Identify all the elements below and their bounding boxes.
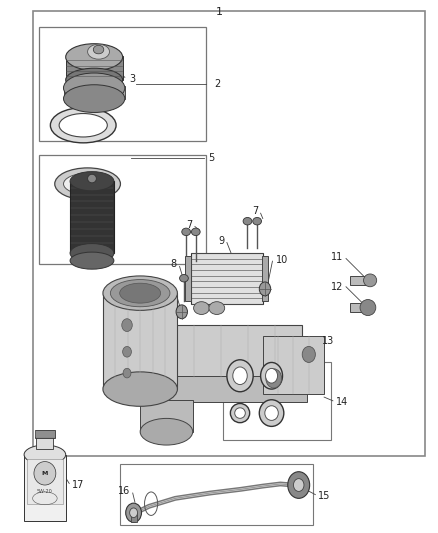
Text: 7: 7 xyxy=(252,206,258,216)
Ellipse shape xyxy=(253,217,261,225)
Ellipse shape xyxy=(64,173,112,195)
Text: 6: 6 xyxy=(107,202,113,212)
Text: 15: 15 xyxy=(318,491,330,500)
Ellipse shape xyxy=(130,508,138,518)
Bar xyxy=(27,459,63,504)
Ellipse shape xyxy=(66,68,123,92)
Ellipse shape xyxy=(233,367,247,385)
Ellipse shape xyxy=(93,45,104,54)
Text: 17: 17 xyxy=(72,480,84,490)
Ellipse shape xyxy=(259,282,271,296)
Ellipse shape xyxy=(191,228,200,236)
Ellipse shape xyxy=(110,280,170,307)
Bar xyxy=(131,513,137,522)
Ellipse shape xyxy=(176,305,187,319)
Ellipse shape xyxy=(266,369,282,388)
Ellipse shape xyxy=(360,300,376,316)
Ellipse shape xyxy=(70,244,114,263)
Ellipse shape xyxy=(259,400,284,426)
Bar xyxy=(33,11,425,456)
Ellipse shape xyxy=(55,168,120,200)
Bar xyxy=(39,155,206,264)
Ellipse shape xyxy=(243,217,252,225)
Text: 13: 13 xyxy=(322,336,335,346)
Ellipse shape xyxy=(120,283,161,303)
Text: 2: 2 xyxy=(215,79,221,88)
Ellipse shape xyxy=(227,360,253,392)
Ellipse shape xyxy=(235,408,245,418)
Ellipse shape xyxy=(140,418,193,445)
Text: 11: 11 xyxy=(331,252,343,262)
Ellipse shape xyxy=(122,319,132,332)
Text: 9: 9 xyxy=(218,236,224,246)
Ellipse shape xyxy=(230,403,250,423)
Ellipse shape xyxy=(103,276,177,310)
Ellipse shape xyxy=(126,503,141,522)
Ellipse shape xyxy=(265,368,278,383)
Ellipse shape xyxy=(265,406,278,421)
Ellipse shape xyxy=(59,114,107,137)
Bar xyxy=(185,256,191,301)
Bar xyxy=(103,293,177,389)
Bar xyxy=(350,276,366,285)
Ellipse shape xyxy=(261,362,283,389)
Ellipse shape xyxy=(288,472,310,498)
Text: M: M xyxy=(42,471,48,476)
Ellipse shape xyxy=(70,172,114,191)
Bar xyxy=(263,336,324,394)
Ellipse shape xyxy=(64,73,125,103)
Bar xyxy=(70,181,114,253)
Text: 5: 5 xyxy=(208,154,214,163)
Ellipse shape xyxy=(364,274,377,287)
Text: 14: 14 xyxy=(336,397,348,407)
Bar xyxy=(131,376,307,402)
Ellipse shape xyxy=(182,228,191,236)
Ellipse shape xyxy=(123,368,131,378)
Text: 1: 1 xyxy=(215,7,223,17)
Bar xyxy=(64,86,125,99)
Text: 8: 8 xyxy=(170,260,177,269)
Bar xyxy=(140,400,193,432)
Text: 7: 7 xyxy=(187,220,193,230)
Bar xyxy=(39,27,206,141)
Bar xyxy=(120,464,313,525)
Ellipse shape xyxy=(180,274,188,282)
Text: 4: 4 xyxy=(62,118,68,127)
Bar xyxy=(66,56,123,80)
Bar xyxy=(223,362,331,440)
Ellipse shape xyxy=(209,302,225,314)
Ellipse shape xyxy=(123,346,131,357)
Ellipse shape xyxy=(34,462,56,485)
Bar xyxy=(262,256,268,301)
Text: 10: 10 xyxy=(159,285,171,295)
Bar xyxy=(35,430,55,438)
Ellipse shape xyxy=(194,302,209,314)
Bar xyxy=(166,325,302,378)
Text: 16: 16 xyxy=(118,487,131,496)
Text: 12: 12 xyxy=(331,282,343,292)
Ellipse shape xyxy=(88,174,96,183)
Bar xyxy=(191,253,263,304)
Bar xyxy=(350,303,364,312)
Text: 10: 10 xyxy=(276,255,288,264)
Ellipse shape xyxy=(70,252,114,269)
Bar xyxy=(36,436,53,449)
Ellipse shape xyxy=(103,372,177,406)
Ellipse shape xyxy=(64,85,125,112)
Text: 5W-20: 5W-20 xyxy=(37,489,53,495)
Text: 3: 3 xyxy=(129,74,135,84)
Ellipse shape xyxy=(24,445,66,464)
Ellipse shape xyxy=(66,44,123,70)
Ellipse shape xyxy=(302,346,315,362)
Ellipse shape xyxy=(293,479,304,491)
Ellipse shape xyxy=(50,108,116,143)
Bar xyxy=(24,455,66,521)
Ellipse shape xyxy=(88,44,110,59)
